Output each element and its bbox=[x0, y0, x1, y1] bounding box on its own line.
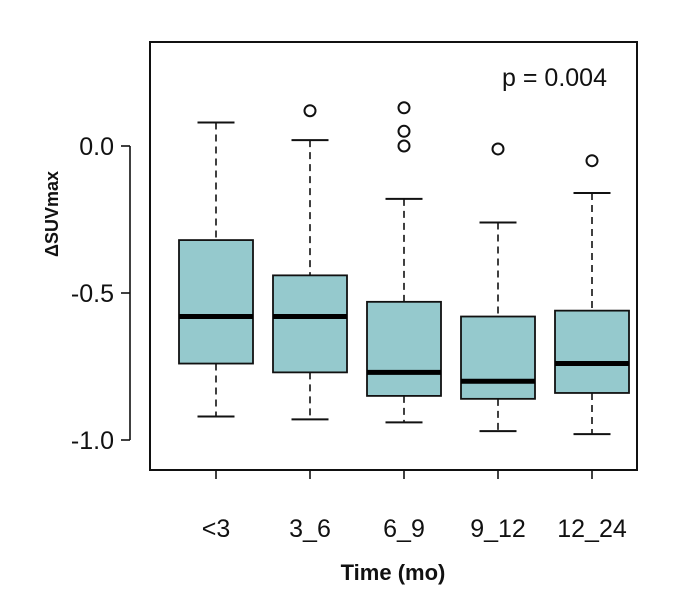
outlier-point bbox=[397, 101, 411, 115]
outlier-point bbox=[491, 142, 505, 156]
box-2 bbox=[272, 104, 348, 479]
x-tick-label: 9_12 bbox=[470, 515, 526, 543]
p-value-annotation: p = 0.004 bbox=[502, 64, 607, 92]
box-1 bbox=[178, 121, 254, 479]
plot-frame bbox=[149, 41, 638, 471]
iqr-box bbox=[554, 309, 630, 394]
y-axis-title: ΔSUVmax bbox=[42, 171, 62, 257]
x-tick-label: 12_24 bbox=[557, 515, 627, 543]
y-tick-label: 0.0 bbox=[79, 133, 114, 161]
y-tick-label: -0.5 bbox=[71, 280, 114, 308]
x-tick-label: 3_6 bbox=[289, 515, 331, 543]
y-tick-labels: 0.0 -0.5 -1.0 bbox=[71, 133, 114, 455]
iqr-box bbox=[460, 315, 536, 400]
iqr-box bbox=[178, 239, 254, 365]
box-4 bbox=[460, 142, 536, 479]
box-5 bbox=[554, 154, 630, 479]
x-tick-label: 6_9 bbox=[383, 515, 425, 543]
outlier-point bbox=[397, 124, 411, 138]
x-tick-labels: <3 3_6 6_9 9_12 12_24 bbox=[202, 515, 627, 543]
outlier-point bbox=[303, 104, 317, 118]
box-series bbox=[178, 101, 630, 479]
outlier-point bbox=[585, 154, 599, 168]
iqr-box bbox=[272, 274, 348, 374]
outlier-point bbox=[397, 139, 411, 153]
box-3 bbox=[366, 101, 442, 479]
x-tick-label: <3 bbox=[202, 515, 231, 543]
iqr-box bbox=[366, 300, 442, 397]
x-axis-title: Time (mo) bbox=[341, 560, 446, 585]
y-axis bbox=[121, 145, 131, 441]
y-tick-label: -1.0 bbox=[71, 427, 114, 455]
